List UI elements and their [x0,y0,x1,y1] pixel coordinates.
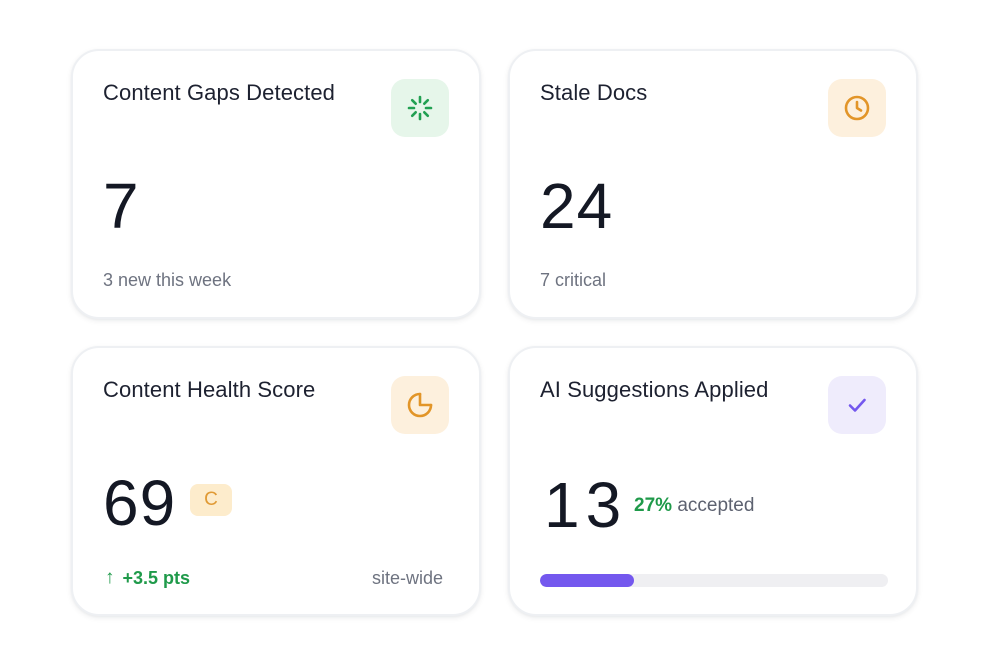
content-gaps-card[interactable]: Content Gaps Detected 7 3 new this week [71,49,481,319]
stale-docs-card[interactable]: Stale Docs 24 7 critical [508,49,918,319]
pie-chart-icon [391,376,449,434]
ai-suggestions-card[interactable]: AI Suggestions Applied 13 27% accepted [508,346,918,616]
metric-value: 13 [544,469,628,541]
score-delta: ↑ +3.5 pts [105,567,190,589]
check-icon [828,376,886,434]
arrow-up-icon: ↑ [105,567,115,588]
score-scope: site-wide [371,568,443,588]
grade-badge: C [190,484,232,516]
acceptance-progress-bar [540,574,888,587]
card-title: Content Health Score [103,377,316,402]
accepted-rate: 27% accepted [634,494,754,518]
card-title: AI Suggestions Applied [540,377,769,402]
metric-value: 69 [103,467,177,539]
accepted-label: accepted [677,495,755,516]
metric-subtext: 3 new this week [103,270,232,290]
card-title: Stale Docs [540,80,648,105]
progress-fill [540,574,634,587]
clock-icon [828,79,886,137]
metric-value: 7 [103,170,140,242]
card-title: Content Gaps Detected [103,80,336,105]
delta-value: +3.5 pts [122,568,191,588]
loader-icon [391,79,449,137]
accepted-percent: 27% [634,495,673,516]
metric-value: 24 [540,170,614,242]
metric-subtext: 7 critical [540,270,607,290]
content-health-card[interactable]: Content Health Score 69 C ↑ +3.5 pts sit… [71,346,481,616]
